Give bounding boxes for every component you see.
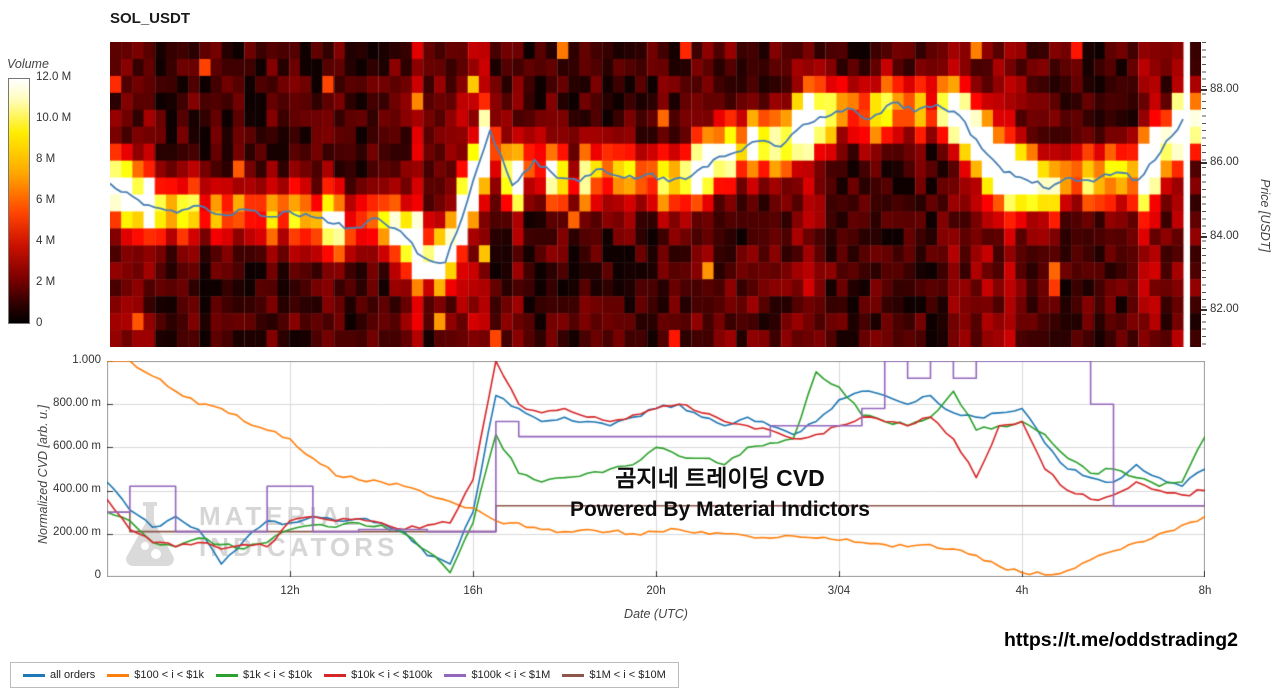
- colorbar-label: Volume: [7, 57, 49, 71]
- legend-label-1m-10m: $1M < i < $10M: [589, 669, 666, 681]
- cvd-canvas: [107, 361, 1205, 577]
- legend-item-all-orders: all orders: [23, 669, 95, 681]
- telegram-link: https://t.me/oddstrading2: [1004, 629, 1238, 651]
- colorbar-tick: 6 M: [36, 194, 56, 206]
- colorbar-tick: 2 M: [36, 276, 56, 288]
- price-axis-major-tick: [1200, 236, 1207, 238]
- cvd-y-tick: 0: [94, 569, 101, 581]
- price-axis-label: Price [USDT]: [1258, 178, 1272, 252]
- price-tick: 82.00: [1210, 303, 1239, 315]
- legend-swatch-all-orders: [23, 673, 45, 677]
- legend: all orders $100 < i < $1k $1k < i < $10k…: [10, 662, 679, 688]
- cvd-x-tick: 8h: [1198, 585, 1212, 597]
- legend-label-100k-1m: $100k < i < $1M: [471, 669, 551, 681]
- price-axis-major-tick: [1200, 309, 1207, 311]
- cvd-x-tick: 3/04: [827, 585, 851, 597]
- chart-title: SOL_USDT: [110, 10, 191, 27]
- overlay-korean-title: 곰지네 트레이딩 CVD: [615, 465, 825, 491]
- legend-item-1k-10k: $1k < i < $10k: [215, 669, 313, 681]
- price-axis-major-tick: [1200, 89, 1207, 91]
- cvd-x-tick: 16h: [463, 585, 483, 597]
- legend-label-100-1k: $100 < i < $1k: [134, 669, 204, 681]
- legend-item-1m-10m: $1M < i < $10M: [562, 669, 666, 681]
- legend-swatch-10k-100k: [324, 673, 347, 677]
- colorbar-tick: 8 M: [36, 153, 56, 165]
- legend-item-10k-100k: $10k < i < $100k: [324, 669, 432, 681]
- cvd-axis-label: Normalized CVD [arb. u.]: [36, 405, 50, 545]
- legend-swatch-1k-10k: [215, 673, 238, 677]
- colorbar-tick: 12.0 M: [36, 71, 72, 83]
- cvd-x-tick: 20h: [646, 585, 666, 597]
- legend-swatch-1m-10m: [562, 673, 585, 677]
- colorbar-tick: 0: [36, 317, 43, 329]
- legend-item-100k-1m: $100k < i < $1M: [444, 669, 550, 681]
- colorbar-tick: 10.0 M: [36, 112, 72, 124]
- price-volume-heatmap-canvas: [110, 42, 1201, 347]
- legend-label-all-orders: all orders: [50, 669, 96, 681]
- date-axis-label: Date (UTC): [624, 607, 688, 621]
- volume-colorbar: [8, 78, 30, 324]
- price-axis-major-tick: [1200, 162, 1207, 164]
- cvd-x-tick: 4h: [1015, 585, 1029, 597]
- price-tick: 88.00: [1210, 83, 1239, 95]
- legend-swatch-100k-1m: [444, 673, 467, 677]
- cvd-x-tick: 12h: [280, 585, 300, 597]
- overlay-text: 곰지네 트레이딩 CVD Powered By Material Indicto…: [500, 459, 940, 522]
- legend-label-10k-100k: $10k < i < $100k: [351, 669, 433, 681]
- cvd-y-tick: 600.00 m: [53, 440, 101, 452]
- legend-swatch-100-1k: [107, 673, 130, 677]
- price-axis-ruler: [1202, 42, 1206, 347]
- cvd-y-tick: 1.000: [72, 354, 101, 366]
- price-tick: 86.00: [1210, 156, 1239, 168]
- price-tick: 84.00: [1210, 230, 1239, 242]
- cvd-y-tick: 800.00 m: [53, 397, 101, 409]
- overlay-powered-by: Powered By Material Indictors: [570, 498, 870, 521]
- cvd-y-tick: 400.00 m: [53, 483, 101, 495]
- colorbar-tick: 4 M: [36, 235, 56, 247]
- legend-label-1k-10k: $1k < i < $10k: [242, 669, 313, 681]
- cvd-y-tick: 200.00 m: [53, 526, 101, 538]
- legend-item-100-1k: $100 < i < $1k: [107, 669, 204, 681]
